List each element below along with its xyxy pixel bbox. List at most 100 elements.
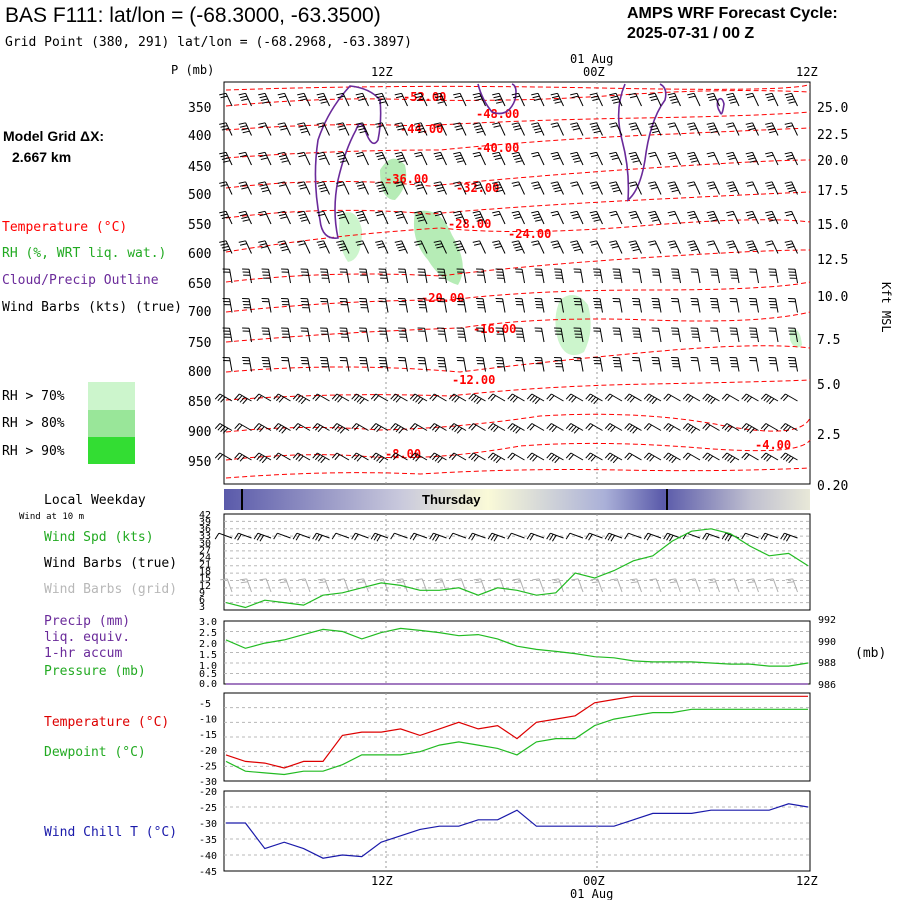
wind-barb-feather xyxy=(437,457,443,464)
p2-label-liq: liq. equiv. xyxy=(44,630,130,645)
wind-barb-feather xyxy=(259,95,267,99)
wind-barb xyxy=(713,93,720,107)
wind-barb xyxy=(570,452,584,461)
wind-barb-feather xyxy=(492,122,500,125)
panel-windchill: -20-25-30-35-40-45 xyxy=(199,787,811,878)
wind-barb xyxy=(771,211,779,225)
wind-barb-feather xyxy=(515,248,523,252)
wind-barb-feather xyxy=(553,98,561,101)
wind-barb-feather xyxy=(766,455,772,462)
wind-barb-feather xyxy=(337,426,343,433)
wind-barb-feather xyxy=(281,160,289,163)
wind-barb xyxy=(791,240,798,254)
wind-barb xyxy=(616,578,623,593)
wind-barb xyxy=(668,423,681,431)
wind-barb-feather xyxy=(667,181,675,184)
wind-barb-feather xyxy=(454,396,460,403)
wind-barb-feather xyxy=(627,395,633,402)
wind-barb xyxy=(356,393,369,402)
wind-barb-feather xyxy=(373,534,379,541)
wind-barb xyxy=(420,181,428,195)
temp-contour-label: -20.00 xyxy=(421,291,464,305)
wind-barb xyxy=(775,298,779,313)
wind-barb-feather xyxy=(273,393,279,400)
wind-barb xyxy=(736,269,740,284)
wind-barb-feather xyxy=(551,426,558,433)
wind-barb-feather xyxy=(613,101,621,104)
wind-barb-feather xyxy=(728,245,736,249)
wind-barb-feather xyxy=(667,122,675,125)
wind-barb-feather xyxy=(299,127,307,131)
precip-tick: 3.0 xyxy=(199,617,217,628)
wind-barb-feather xyxy=(373,454,379,461)
wind-barb-feather xyxy=(219,240,227,243)
wind-barb xyxy=(246,578,252,593)
wind-barb-feather xyxy=(551,154,559,158)
wind-barb-feather xyxy=(435,535,440,542)
wind-barb-feather xyxy=(412,424,418,431)
wind-barb-feather xyxy=(219,210,227,214)
wind-barb-feather xyxy=(223,160,231,163)
wind-barb-feather xyxy=(707,396,714,403)
wind-barb xyxy=(482,328,486,343)
wind-barb xyxy=(225,122,233,136)
wind-barb-feather xyxy=(395,578,403,581)
wind-barb-feather xyxy=(588,534,593,541)
wind-barb-feather xyxy=(409,393,416,400)
wind-barb xyxy=(395,423,408,431)
wind-barb-feather xyxy=(784,210,792,214)
wind-barb xyxy=(675,578,681,593)
wind-barb-feather xyxy=(688,578,696,581)
wind-barb-feather xyxy=(512,125,520,128)
rh-blob xyxy=(380,158,407,200)
wind-barb xyxy=(609,423,623,431)
wind-barb-feather xyxy=(259,535,265,542)
wind-barb xyxy=(284,152,291,166)
wind-barb xyxy=(608,532,623,539)
wind-barb xyxy=(537,211,545,225)
wind-barb xyxy=(278,423,291,431)
wind-barb-feather xyxy=(549,534,554,541)
wind-barb-feather xyxy=(494,98,502,101)
wind-barb xyxy=(414,423,428,431)
wind-barb-feather xyxy=(532,154,540,158)
wind-barb-feather xyxy=(493,213,501,217)
wind-barb-feather xyxy=(259,154,267,158)
legend-cloud: Cloud/Precip Outline xyxy=(2,273,159,288)
wind-barb-feather xyxy=(273,452,279,459)
wind-barb xyxy=(771,152,779,166)
wind-barb-feather xyxy=(253,393,260,400)
wind-barb xyxy=(538,578,545,593)
wind-barb xyxy=(307,298,311,313)
wind-barb xyxy=(693,122,701,136)
wind-barb xyxy=(635,122,642,136)
wind-barb-feather xyxy=(493,535,499,542)
wind-barb-feather xyxy=(337,243,345,246)
wind-barb-feather xyxy=(611,157,619,160)
wind-barb xyxy=(764,532,779,539)
wind-barb-feather xyxy=(643,423,650,430)
wind-barb-feather xyxy=(687,181,695,184)
wind-barb-feather xyxy=(745,92,753,96)
wind-barb-feather xyxy=(375,210,383,214)
wind-barb-feather xyxy=(278,426,285,433)
wind-barb-feather xyxy=(259,184,267,187)
wind-barb xyxy=(463,298,467,313)
wind-barb-feather xyxy=(492,151,500,155)
wind-barb-feather xyxy=(473,125,481,128)
wind-barb-feather xyxy=(568,454,574,461)
wind-barb-feather xyxy=(395,154,403,158)
wind-barb xyxy=(707,423,720,431)
wind-barb-feather xyxy=(337,213,345,217)
wind-barb-feather xyxy=(354,454,360,461)
wind-barb-feather xyxy=(687,92,695,96)
wind-barb-feather xyxy=(649,396,655,403)
wind-barb-feather xyxy=(786,581,794,584)
wind-barb-feather xyxy=(280,245,288,249)
temp-contour-label: -16.00 xyxy=(473,322,516,336)
wind-barb-feather xyxy=(487,452,494,459)
wind-barb xyxy=(225,211,233,225)
cloud-outline xyxy=(617,83,667,202)
wind-barb-feather xyxy=(453,92,461,96)
wind-barb-feather xyxy=(689,127,697,131)
